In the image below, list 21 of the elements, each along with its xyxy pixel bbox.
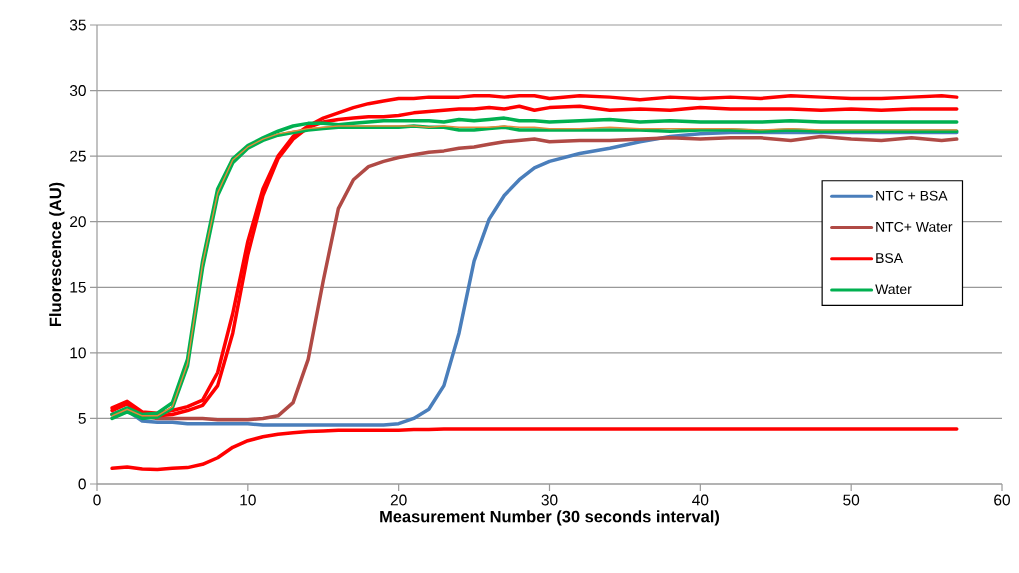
x-tick-label: 40 [692,494,709,506]
legend-label: NTC + BSA [876,190,948,201]
legend-label: Water [875,284,912,295]
y-tick-label: 0 [78,478,86,490]
x-tick-label: 0 [93,494,101,506]
x-tick-label: 30 [541,494,558,506]
x-tick-label: 20 [390,494,407,506]
y-tick-label: 15 [70,281,86,293]
legend-label: BSA [876,253,904,264]
x-tick-label: 50 [843,494,860,506]
x-axis-title: Measurement Number (30 seconds interval) [380,510,720,526]
x-tick-label: 10 [240,494,256,506]
y-tick-label: 35 [69,19,86,31]
y-tick-label: 30 [69,85,86,97]
y-axis-title: Fluorescence (AU) [49,182,65,327]
y-tick-label: 5 [78,413,86,424]
y-tick-label: 10 [70,347,86,359]
legend-label: NTC+ Water [876,221,953,232]
y-tick-label: 20 [70,216,86,228]
y-tick-label: 25 [70,150,86,162]
x-tick-label: 60 [994,494,1010,506]
